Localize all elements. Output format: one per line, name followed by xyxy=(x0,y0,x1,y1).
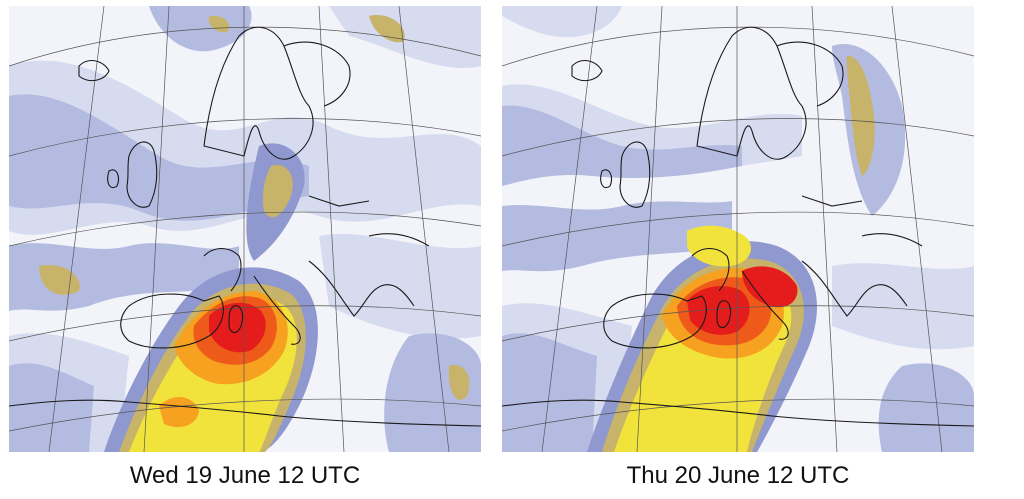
panel-caption-wed: Wed 19 June 12 UTC xyxy=(129,462,361,489)
dust-map-wed xyxy=(9,6,481,452)
graticule xyxy=(9,6,481,452)
dust-map-thu xyxy=(502,6,974,452)
map-panel-wed xyxy=(9,6,481,452)
panel-caption-thu: Thu 20 June 12 UTC xyxy=(626,462,850,489)
dust-plume xyxy=(104,267,318,452)
map-panel-thu xyxy=(502,6,974,452)
coastlines xyxy=(9,26,481,427)
dust-concentration-fields xyxy=(502,6,974,452)
coastlines xyxy=(502,26,974,427)
